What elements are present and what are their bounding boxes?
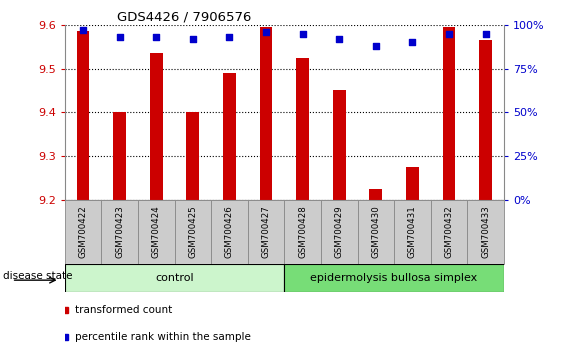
Point bbox=[152, 34, 161, 40]
Bar bbox=[65, 264, 284, 292]
Bar bbox=[175, 200, 211, 264]
Text: epidermolysis bullosa simplex: epidermolysis bullosa simplex bbox=[310, 273, 478, 283]
Point bbox=[372, 43, 381, 48]
Text: GSM700425: GSM700425 bbox=[189, 205, 197, 258]
Point bbox=[298, 31, 307, 36]
Text: GSM700428: GSM700428 bbox=[298, 205, 307, 258]
Point bbox=[225, 34, 234, 40]
Bar bbox=[394, 200, 431, 264]
Bar bbox=[358, 200, 394, 264]
Bar bbox=[248, 200, 284, 264]
Point bbox=[334, 36, 343, 42]
Point bbox=[115, 34, 124, 40]
Bar bbox=[443, 27, 455, 200]
Bar bbox=[77, 32, 90, 200]
Bar bbox=[65, 200, 101, 264]
Bar bbox=[284, 264, 504, 292]
Point bbox=[261, 29, 270, 35]
Bar bbox=[223, 73, 236, 200]
Text: GSM700427: GSM700427 bbox=[262, 205, 270, 258]
Point bbox=[408, 40, 417, 45]
Bar bbox=[101, 200, 138, 264]
Bar bbox=[150, 53, 163, 200]
Point bbox=[445, 31, 454, 36]
Text: GSM700433: GSM700433 bbox=[481, 205, 490, 258]
Text: GSM700432: GSM700432 bbox=[445, 205, 453, 258]
Bar bbox=[467, 200, 504, 264]
Bar bbox=[431, 200, 467, 264]
Bar bbox=[186, 112, 199, 200]
Text: GSM700426: GSM700426 bbox=[225, 205, 234, 258]
Point bbox=[188, 36, 197, 42]
Point bbox=[481, 31, 490, 36]
Text: GSM700423: GSM700423 bbox=[115, 205, 124, 258]
Text: GDS4426 / 7906576: GDS4426 / 7906576 bbox=[118, 11, 252, 24]
Bar bbox=[138, 200, 175, 264]
Text: GSM700422: GSM700422 bbox=[79, 205, 87, 258]
Bar bbox=[321, 200, 358, 264]
Text: GSM700430: GSM700430 bbox=[372, 205, 380, 258]
Bar bbox=[113, 112, 126, 200]
Text: GSM700429: GSM700429 bbox=[335, 206, 343, 258]
Bar bbox=[260, 27, 272, 200]
Text: control: control bbox=[155, 273, 194, 283]
Text: GSM700431: GSM700431 bbox=[408, 205, 417, 258]
Bar bbox=[406, 167, 419, 200]
Bar bbox=[296, 58, 309, 200]
Text: disease state: disease state bbox=[3, 271, 72, 281]
Bar bbox=[333, 91, 346, 200]
Text: GSM700424: GSM700424 bbox=[152, 205, 160, 258]
Bar bbox=[284, 200, 321, 264]
Bar bbox=[369, 189, 382, 200]
Bar bbox=[479, 40, 492, 200]
Text: transformed count: transformed count bbox=[75, 305, 172, 315]
Point bbox=[79, 27, 88, 33]
Bar bbox=[211, 200, 248, 264]
Text: percentile rank within the sample: percentile rank within the sample bbox=[75, 332, 251, 342]
